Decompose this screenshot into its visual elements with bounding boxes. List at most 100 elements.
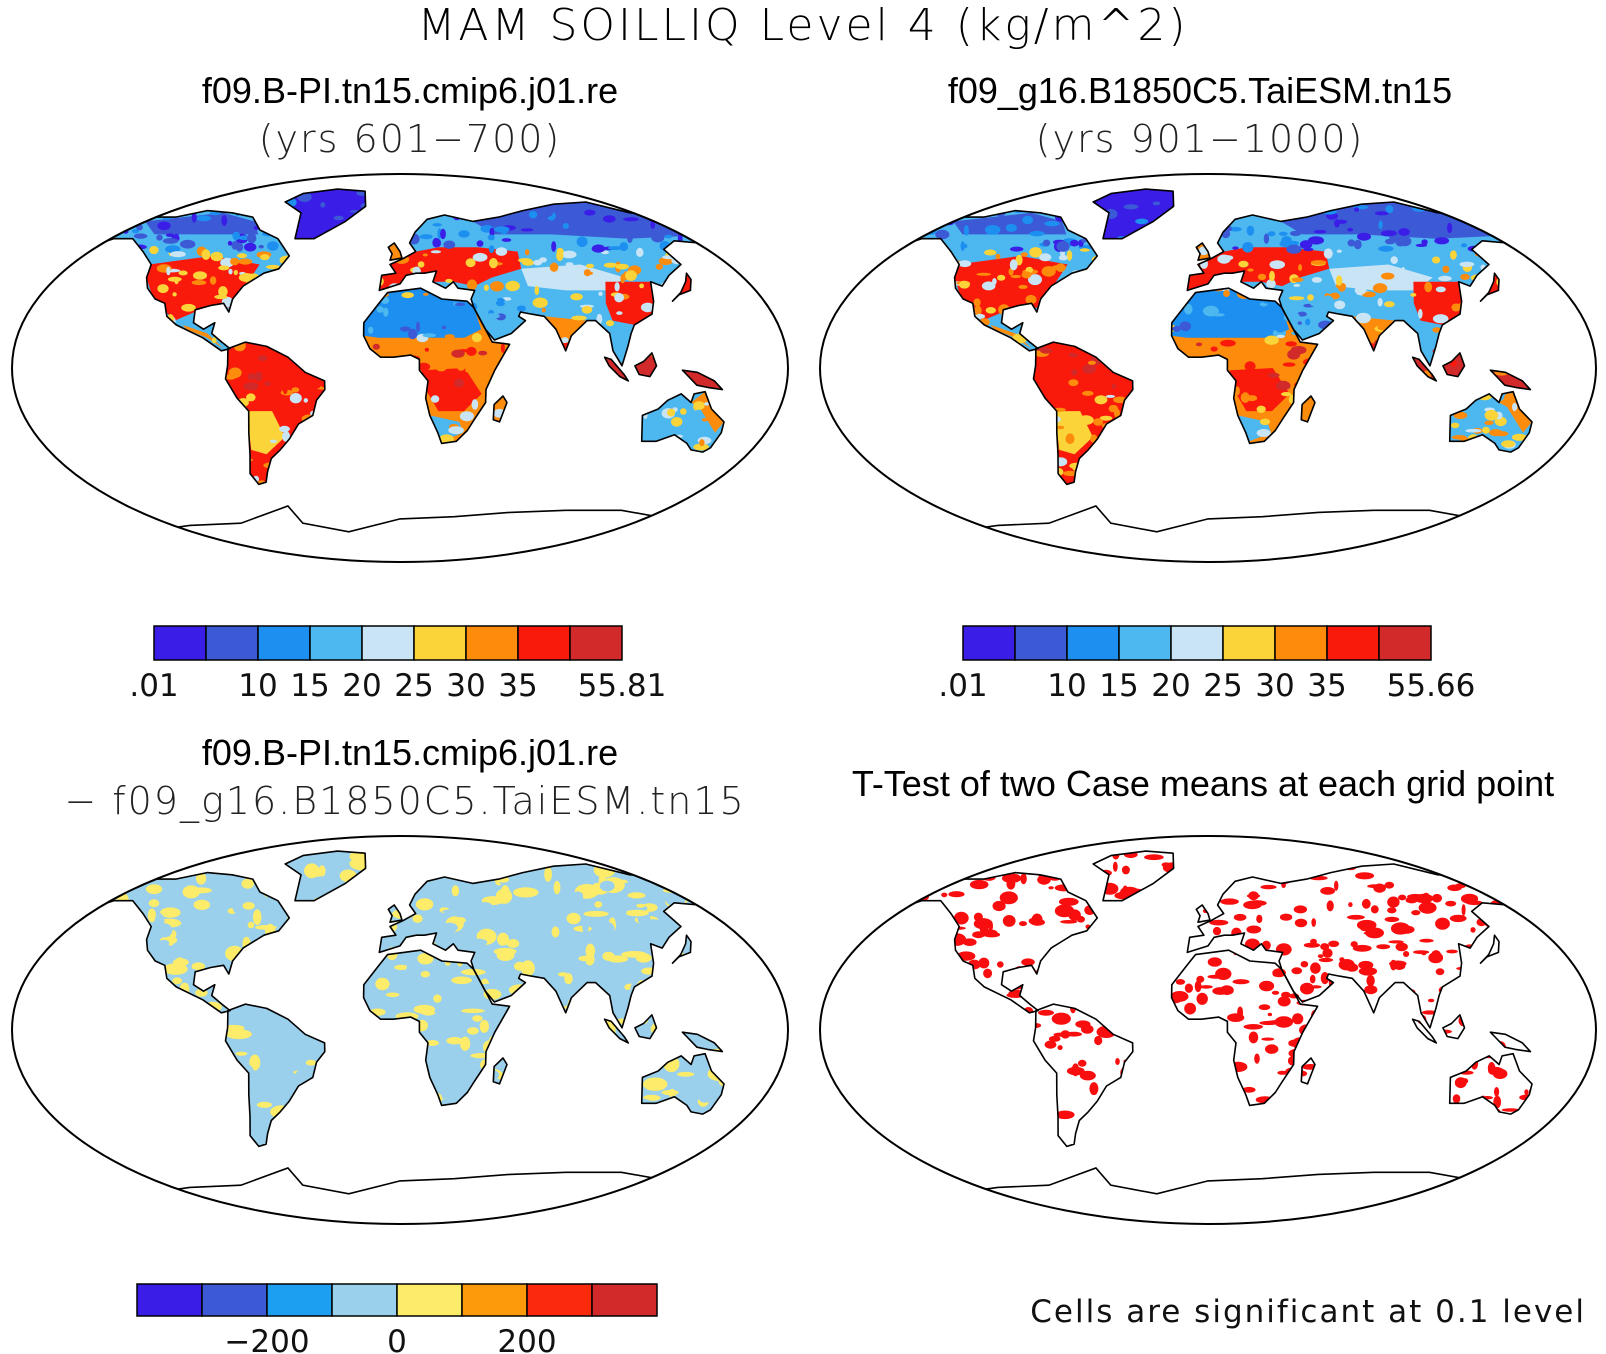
field-cell	[66, 487, 80, 492]
colorbar-box	[257, 625, 311, 661]
field-cell	[1334, 300, 1346, 310]
colorbar-tick-label: .01	[129, 668, 178, 704]
field-cell	[1438, 275, 1452, 282]
field-cell	[701, 418, 709, 422]
significant-cell	[1220, 985, 1234, 996]
coastline-africa	[362, 287, 511, 445]
field-cell	[408, 328, 418, 340]
field-cell	[1378, 245, 1394, 252]
field-cell	[1483, 222, 1495, 230]
field-cell	[740, 470, 753, 477]
colorbar-tick-label: 10	[238, 668, 277, 704]
field-cell	[557, 223, 562, 232]
significant-cell	[1020, 873, 1027, 885]
significant-cell	[903, 889, 918, 896]
field-cell	[585, 943, 596, 959]
field-cell	[432, 223, 442, 227]
significant-cell	[1403, 951, 1410, 957]
field-cell	[160, 189, 169, 197]
field-cell	[1240, 392, 1250, 403]
significant-cell	[1053, 1032, 1067, 1037]
colorbar-box	[396, 1283, 463, 1317]
field-cell	[1465, 428, 1482, 433]
field-cell	[196, 215, 212, 222]
significant-cell	[891, 892, 902, 902]
field-cell	[737, 473, 752, 479]
field-cell	[693, 443, 709, 451]
coastline-sumatra	[1411, 1018, 1438, 1044]
field-cell	[81, 897, 86, 912]
field-cell	[1073, 350, 1085, 355]
significant-cell	[899, 893, 913, 900]
field-cell	[482, 298, 498, 304]
field-cell	[257, 355, 268, 362]
significant-cell	[1233, 913, 1247, 921]
significant-cell	[1449, 914, 1467, 923]
field-cell	[290, 1055, 307, 1064]
significant-cell	[1303, 942, 1320, 948]
field-cell	[1263, 233, 1270, 244]
significant-cell	[1545, 1143, 1555, 1156]
field-cell	[1269, 260, 1285, 269]
field-cell	[456, 992, 468, 1002]
significant-cell	[1175, 979, 1186, 985]
field-cell	[465, 368, 473, 373]
significant-cell	[1209, 919, 1229, 926]
field-cell	[584, 209, 596, 216]
colorbar-box	[153, 625, 207, 661]
field-cell	[279, 425, 290, 433]
field-cell	[446, 1037, 464, 1045]
coastline-south-america	[1032, 341, 1134, 486]
field-cell	[421, 1010, 436, 1016]
significant-cell	[1446, 860, 1462, 871]
field-cell	[1220, 339, 1236, 347]
significant-cell	[1048, 886, 1054, 890]
field-cell	[1152, 201, 1161, 206]
field-cell	[737, 259, 744, 264]
field-cell	[680, 408, 687, 415]
field-cell	[483, 284, 489, 291]
field-cell	[1574, 437, 1576, 447]
field-cell	[1111, 383, 1116, 389]
significant-cell	[1576, 946, 1580, 954]
coastline-borneo	[634, 352, 658, 378]
field-cell	[1310, 260, 1327, 265]
colorbar-box	[962, 625, 1016, 661]
field-cell	[976, 272, 992, 276]
field-cell	[211, 337, 217, 344]
field-cell	[456, 360, 466, 371]
colorbar-tick-label: 25	[1203, 668, 1242, 704]
field-cell	[714, 484, 719, 496]
significant-cell	[941, 892, 948, 898]
significant-cell	[1009, 991, 1014, 998]
significant-cell	[1057, 1045, 1063, 1051]
field-cell	[385, 992, 400, 998]
field-cell	[650, 220, 656, 229]
field-cell	[225, 1029, 252, 1040]
significant-cell	[1334, 880, 1339, 891]
significant-cell	[1435, 968, 1445, 976]
field-cell	[1242, 242, 1254, 253]
significant-cell	[1081, 1024, 1094, 1034]
field-cell	[541, 894, 559, 899]
field-cell	[1348, 218, 1358, 223]
coastline-australia	[640, 390, 725, 453]
colorbar-tick-label: 30	[1255, 668, 1294, 704]
field-cell	[375, 977, 390, 991]
field-cell	[158, 939, 170, 947]
panel-2-subtitle: (yrs 901−1000)	[1035, 117, 1365, 161]
field-cell	[1267, 231, 1276, 237]
field-cell	[312, 878, 338, 884]
colorbar-box	[1118, 625, 1172, 661]
field-cell	[256, 1101, 273, 1108]
panel-3-subtitle: − f09_g16.B1850C5.TaiESM.tn15	[64, 779, 746, 823]
significant-cell	[1421, 951, 1427, 956]
field-cell	[1041, 266, 1056, 277]
field-cell	[930, 194, 938, 198]
colorbar-tick-label: 15	[290, 668, 329, 704]
coastline-eurasia	[1186, 863, 1542, 1029]
field-cell	[451, 976, 472, 985]
field-cell	[636, 247, 644, 257]
field-cell	[489, 258, 498, 269]
significant-cell	[1570, 1100, 1575, 1113]
